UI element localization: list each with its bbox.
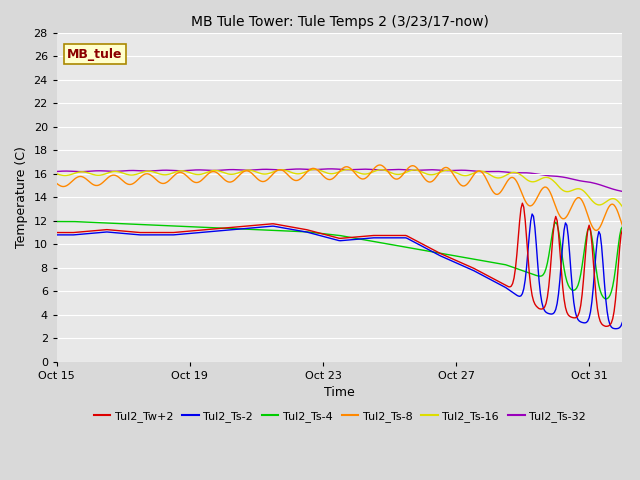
Legend: Tul2_Tw+2, Tul2_Ts-2, Tul2_Ts-4, Tul2_Ts-8, Tul2_Ts-16, Tul2_Ts-32: Tul2_Tw+2, Tul2_Ts-2, Tul2_Ts-4, Tul2_Ts… — [89, 407, 590, 427]
Y-axis label: Temperature (C): Temperature (C) — [15, 146, 28, 248]
X-axis label: Time: Time — [324, 386, 355, 399]
Text: MB_tule: MB_tule — [67, 48, 122, 60]
Title: MB Tule Tower: Tule Temps 2 (3/23/17-now): MB Tule Tower: Tule Temps 2 (3/23/17-now… — [191, 15, 488, 29]
